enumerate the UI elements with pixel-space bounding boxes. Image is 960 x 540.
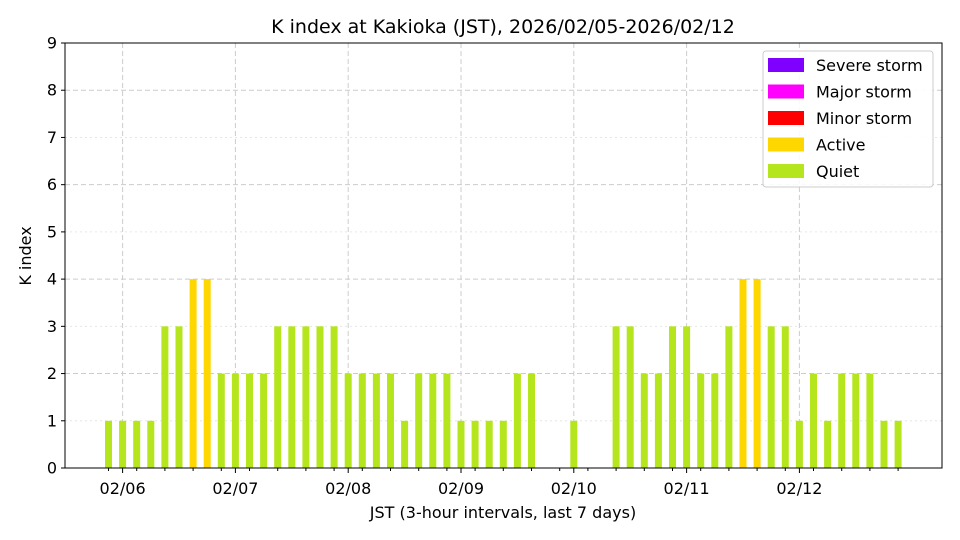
bar xyxy=(429,373,437,468)
bar xyxy=(739,279,747,468)
legend-label: Quiet xyxy=(816,162,859,181)
bar xyxy=(189,279,197,468)
x-tick-label: 02/11 xyxy=(664,479,710,498)
bar xyxy=(767,326,775,468)
x-tick-label: 02/08 xyxy=(325,479,371,498)
bar xyxy=(231,373,239,468)
legend-swatch xyxy=(768,111,804,125)
legend-box xyxy=(762,50,934,188)
bar xyxy=(781,326,789,468)
bar xyxy=(683,326,691,468)
bar xyxy=(697,373,705,468)
legend-swatch xyxy=(768,137,804,152)
bar xyxy=(119,420,127,468)
x-tick-label: 02/06 xyxy=(100,479,146,498)
bar xyxy=(316,326,324,468)
bar xyxy=(217,373,225,468)
bar xyxy=(640,373,648,468)
legend-label: Minor storm xyxy=(816,109,912,128)
bar xyxy=(105,420,112,468)
x-tick-label: 02/12 xyxy=(776,479,822,498)
bar xyxy=(810,373,817,468)
bar xyxy=(401,420,409,468)
bar xyxy=(147,420,155,468)
x-tick-label: 02/07 xyxy=(212,479,258,498)
x-axis-ticks: 02/06 02/07 02/08 02/09 02/10 02/11 02/12 xyxy=(100,468,899,498)
legend-label: Active xyxy=(816,136,866,155)
legend-swatch xyxy=(768,58,804,72)
bar xyxy=(866,373,874,468)
y-axis-ticks: 0 1 2 3 4 5 6 7 8 9 xyxy=(47,34,65,478)
bar xyxy=(753,279,761,468)
bar xyxy=(372,373,380,468)
legend-label: Major storm xyxy=(816,83,912,102)
bar xyxy=(824,420,832,468)
bar xyxy=(175,326,183,468)
bar xyxy=(161,326,169,468)
bar xyxy=(838,373,846,468)
bar xyxy=(387,373,394,468)
bar xyxy=(358,373,366,468)
y-tick-label: 7 xyxy=(47,128,57,147)
legend: Severe storm Major storm Minor storm Active… xyxy=(762,50,934,188)
y-tick-label: 5 xyxy=(47,222,57,241)
bar xyxy=(274,326,282,468)
bar xyxy=(246,373,253,468)
bar xyxy=(725,326,733,468)
bar xyxy=(711,373,719,468)
bar xyxy=(485,420,493,468)
y-tick-label: 4 xyxy=(47,270,57,289)
legend-swatch xyxy=(768,164,804,178)
bar xyxy=(894,420,902,468)
x-tick-label: 02/10 xyxy=(551,479,597,498)
bar xyxy=(612,326,620,468)
y-tick-label: 0 xyxy=(47,459,57,478)
y-tick-label: 8 xyxy=(47,81,57,100)
bar xyxy=(669,326,676,468)
bar xyxy=(880,420,888,468)
legend-label: Severe storm xyxy=(816,56,923,75)
y-axis-label: K index xyxy=(16,226,35,285)
y-tick-label: 2 xyxy=(47,364,57,383)
bar xyxy=(528,373,535,468)
bar xyxy=(344,373,352,468)
y-tick-label: 9 xyxy=(47,34,57,53)
x-tick-label: 02/09 xyxy=(438,479,484,498)
bars xyxy=(105,279,902,468)
bar xyxy=(654,373,662,468)
bar xyxy=(513,373,521,468)
y-tick-label: 3 xyxy=(47,317,57,336)
bar xyxy=(570,420,578,468)
bar xyxy=(330,326,338,468)
chart-title: K index at Kakioka (JST), 2026/02/05-202… xyxy=(271,16,735,38)
plot-frame xyxy=(64,42,943,469)
bar xyxy=(795,420,803,468)
bar xyxy=(443,373,451,468)
bar xyxy=(260,373,268,468)
y-tick-label: 1 xyxy=(47,411,57,430)
bar xyxy=(852,373,860,468)
x-axis-label: JST (3-hour intervals, last 7 days) xyxy=(369,503,636,522)
bar xyxy=(457,420,465,468)
bar xyxy=(133,420,141,468)
y-tick-label: 6 xyxy=(47,175,57,194)
bar xyxy=(302,326,310,468)
bar xyxy=(499,420,507,468)
bar xyxy=(288,326,296,468)
bar xyxy=(626,326,634,468)
bar xyxy=(471,420,479,468)
bar xyxy=(203,279,211,468)
bar xyxy=(415,373,423,468)
legend-swatch xyxy=(768,84,804,99)
